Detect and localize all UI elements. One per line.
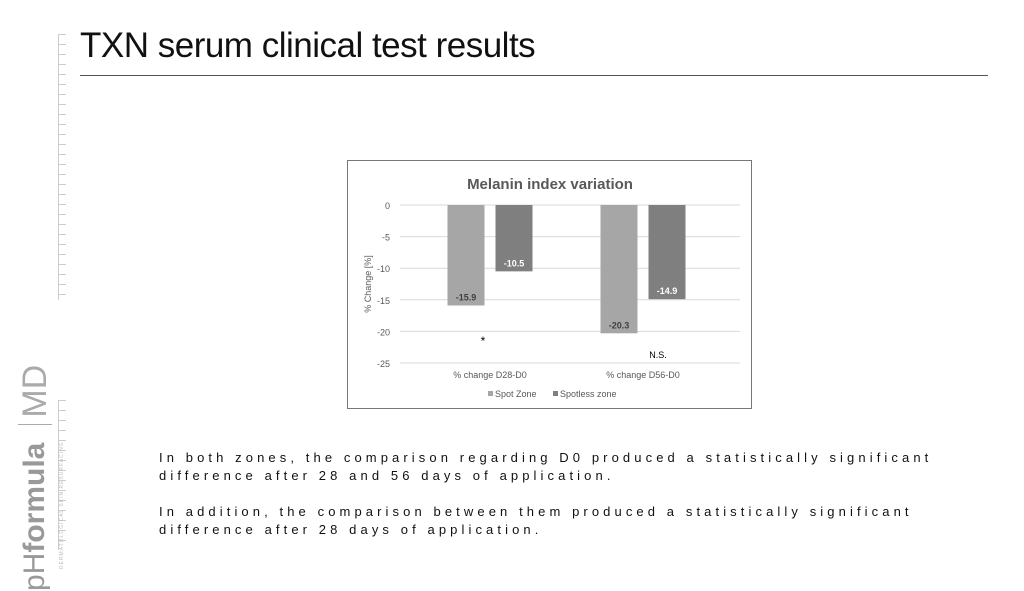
paragraph-1: In both zones, the comparison regarding … [159, 449, 932, 485]
bar-spotless-zone [495, 205, 533, 272]
brand-logo: pH formula MD DERMATOLOGICAL SKIN RESURFAC… [16, 364, 65, 591]
logo-md: MD [16, 364, 54, 425]
significance-annotation: * [481, 334, 486, 348]
legend-label: Spotless zone [560, 389, 617, 399]
paragraph-line: difference after 28 days of application. [159, 522, 543, 537]
data-label: -15.9 [456, 292, 477, 302]
decorative-ruler [58, 400, 67, 550]
x-tick-label: % change D28-D0 [453, 370, 527, 380]
x-tick-label: % change D56-D0 [606, 370, 680, 380]
paragraph-line: difference after 28 and 56 days of appli… [159, 468, 615, 483]
data-label: -10.5 [504, 258, 525, 268]
melanin-chart: Melanin index variation 0 -5 -10 -15 -20 -25 % … [347, 160, 752, 409]
ns-annotation: N.S. [649, 350, 667, 360]
paragraph-2: In addition, the comparison between them… [159, 503, 913, 539]
page-title: TXN serum clinical test results [80, 26, 536, 65]
y-tick-label: -10 [377, 264, 390, 274]
paragraph-line: In addition, the comparison between them… [159, 504, 913, 519]
legend-swatch [488, 391, 493, 396]
bar-spot-zone [447, 205, 485, 306]
paragraph-line: In both zones, the comparison regarding … [159, 450, 933, 465]
legend-swatch [553, 391, 558, 396]
legend-label: Spot Zone [495, 389, 537, 399]
data-label: -14.9 [657, 286, 678, 296]
y-axis-label: % Change [%] [363, 255, 373, 313]
chart-svg: Melanin index variation 0 -5 -10 -15 -20 -25 % … [363, 176, 740, 399]
bar-spot-zone [600, 205, 638, 334]
y-tick-label: -20 [377, 327, 390, 337]
y-tick-label: -5 [382, 233, 390, 243]
bar-spotless-zone [648, 205, 686, 300]
logo-tagline: DERMATOLOGICAL SKIN RESURFACING [59, 441, 65, 569]
y-tick-label: -25 [377, 359, 390, 369]
title-divider [80, 75, 988, 76]
data-label: -20.3 [609, 320, 630, 330]
chart-title: Melanin index variation [467, 176, 633, 193]
y-tick-label: -15 [377, 296, 390, 306]
decorative-ruler [58, 34, 67, 300]
y-tick-label: 0 [385, 201, 390, 211]
